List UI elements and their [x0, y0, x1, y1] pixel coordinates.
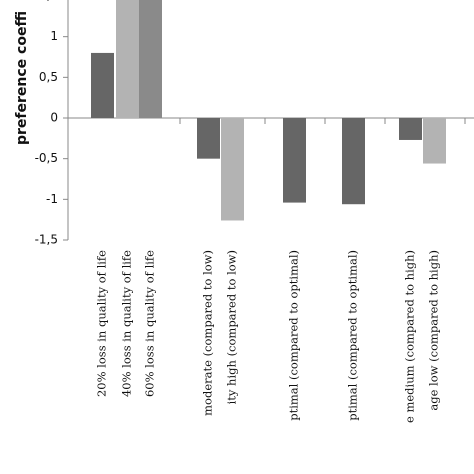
- bar: [197, 118, 220, 159]
- bar: [283, 118, 306, 203]
- y-tick-label: 1: [50, 29, 58, 43]
- bar: [342, 118, 365, 205]
- bar: [91, 52, 114, 118]
- bar: [139, 0, 162, 119]
- y-tick-label: 0: [50, 111, 58, 125]
- x-tick-label: ptimal (compared to optimal): [346, 250, 360, 421]
- bar: [221, 118, 244, 221]
- x-tick-label: moderate (compared to low): [201, 250, 215, 416]
- x-tick-label: 60% loss in quality of life: [143, 250, 157, 397]
- x-tick-label: ity high (compared to low): [225, 250, 239, 404]
- x-tick-label: ptimal (compared to optimal): [287, 250, 301, 421]
- y-axis-label: preference coeffi: [14, 11, 30, 145]
- y-tick-label: -1,5: [35, 233, 58, 247]
- y-tick-label: -0,5: [35, 151, 58, 165]
- x-tick-label: 20% loss in quality of life: [95, 250, 109, 397]
- x-tick-label: 40% loss in quality of life: [120, 250, 134, 397]
- x-tick-label: age low (compared to high): [427, 250, 441, 411]
- y-tick-label: 0,5: [39, 70, 58, 84]
- bar: [116, 0, 139, 118]
- bar: [399, 118, 422, 140]
- bar: [423, 118, 446, 164]
- y-tick-label: 1,5: [39, 0, 58, 3]
- y-tick-label: -1: [46, 192, 58, 206]
- x-tick-label: e medium (compared to high): [403, 250, 417, 423]
